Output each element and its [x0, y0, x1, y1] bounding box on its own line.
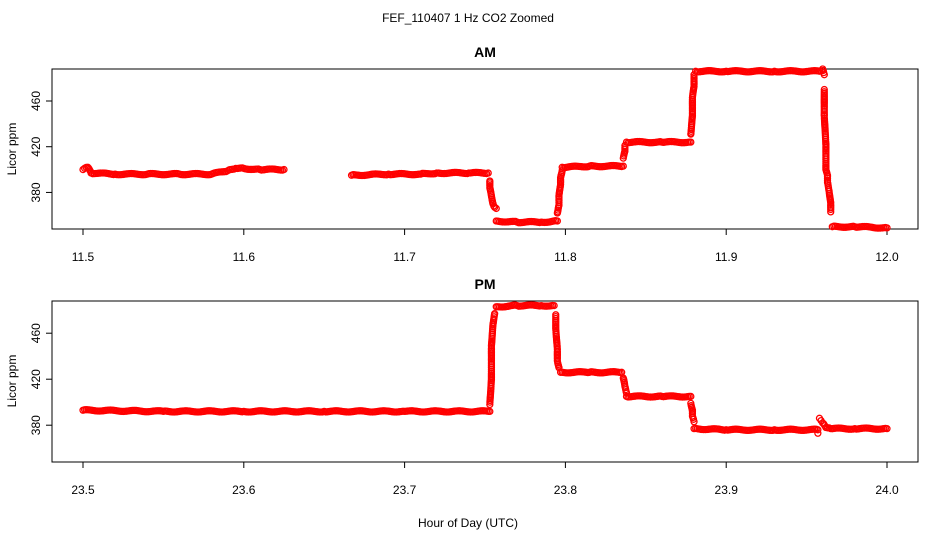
am-y-tick-label: 460	[29, 91, 43, 111]
pm-y-tick-label: 380	[29, 415, 43, 435]
pm-x-tick-label: 23.6	[232, 483, 256, 497]
pm-data-point	[490, 309, 499, 318]
pm-x-tick-label: 24.0	[875, 483, 899, 497]
am-data-point	[827, 205, 835, 214]
am-data-point	[490, 203, 499, 211]
am-data-points	[79, 65, 891, 232]
am-x-tick-label: 11.9	[715, 250, 738, 264]
pm-y-tick-label: 420	[29, 369, 43, 389]
am-data-point	[687, 138, 695, 146]
am-data-point	[827, 208, 835, 216]
pm-panel: PM Licor ppm 23.5 23.6 23.7 23.8 23.9 24.0 38…	[5, 276, 919, 497]
pm-data-points	[79, 301, 891, 437]
pm-data-point	[883, 424, 891, 433]
pm-x-tick-label: 23.8	[554, 483, 578, 497]
pm-data-point	[687, 392, 695, 401]
am-y-tick-label: 380	[29, 182, 43, 202]
pm-panel-title: PM	[475, 276, 496, 292]
am-y-ticks: 380 420 460	[29, 91, 52, 202]
am-data-point	[619, 162, 627, 170]
pm-data-point	[550, 301, 558, 310]
pm-data-point	[487, 344, 496, 352]
pm-y-axis-label: Licor ppm	[5, 355, 19, 408]
pm-x-ticks: 23.5 23.6 23.7 23.8 23.9 24.0	[71, 462, 899, 497]
pm-data-point	[486, 407, 494, 416]
am-y-tick-label: 420	[29, 136, 43, 156]
am-data-point	[492, 204, 500, 213]
am-x-tick-label: 11.6	[233, 250, 256, 264]
am-x-tick-label: 11.5	[72, 250, 95, 264]
am-x-ticks: 11.5 11.6 11.7 11.8 11.9 12.0	[72, 229, 899, 264]
pm-plot-frame	[51, 300, 919, 463]
figure-title: FEF_110407 1 Hz CO2 Zoomed	[382, 11, 554, 25]
am-panel-title: AM	[474, 44, 496, 60]
pm-data-point	[814, 426, 822, 434]
am-x-tick-label: 12.0	[875, 250, 899, 264]
am-x-tick-label: 11.7	[393, 250, 416, 264]
pm-y-tick-label: 460	[29, 323, 43, 343]
am-data-point	[553, 217, 562, 225]
pm-data-point	[814, 429, 822, 437]
am-plot-frame	[51, 68, 919, 230]
am-x-tick-label: 11.8	[554, 250, 577, 264]
pm-data-point	[690, 418, 698, 426]
x-axis-label: Hour of Day (UTC)	[418, 516, 518, 530]
am-panel: AM Licor ppm 11.5 11.6 11.7 11.8 11.9 12.0 38…	[5, 44, 919, 264]
pm-x-tick-label: 23.5	[71, 483, 95, 497]
pm-y-ticks: 380 420 460	[29, 323, 52, 435]
am-data-point	[820, 71, 828, 79]
am-data-point	[484, 169, 492, 177]
am-data-point	[280, 165, 288, 174]
am-y-axis-label: Licor ppm	[5, 123, 19, 176]
pm-x-tick-label: 23.7	[393, 483, 417, 497]
pm-x-tick-label: 23.9	[715, 483, 739, 497]
am-data-point	[883, 224, 891, 232]
